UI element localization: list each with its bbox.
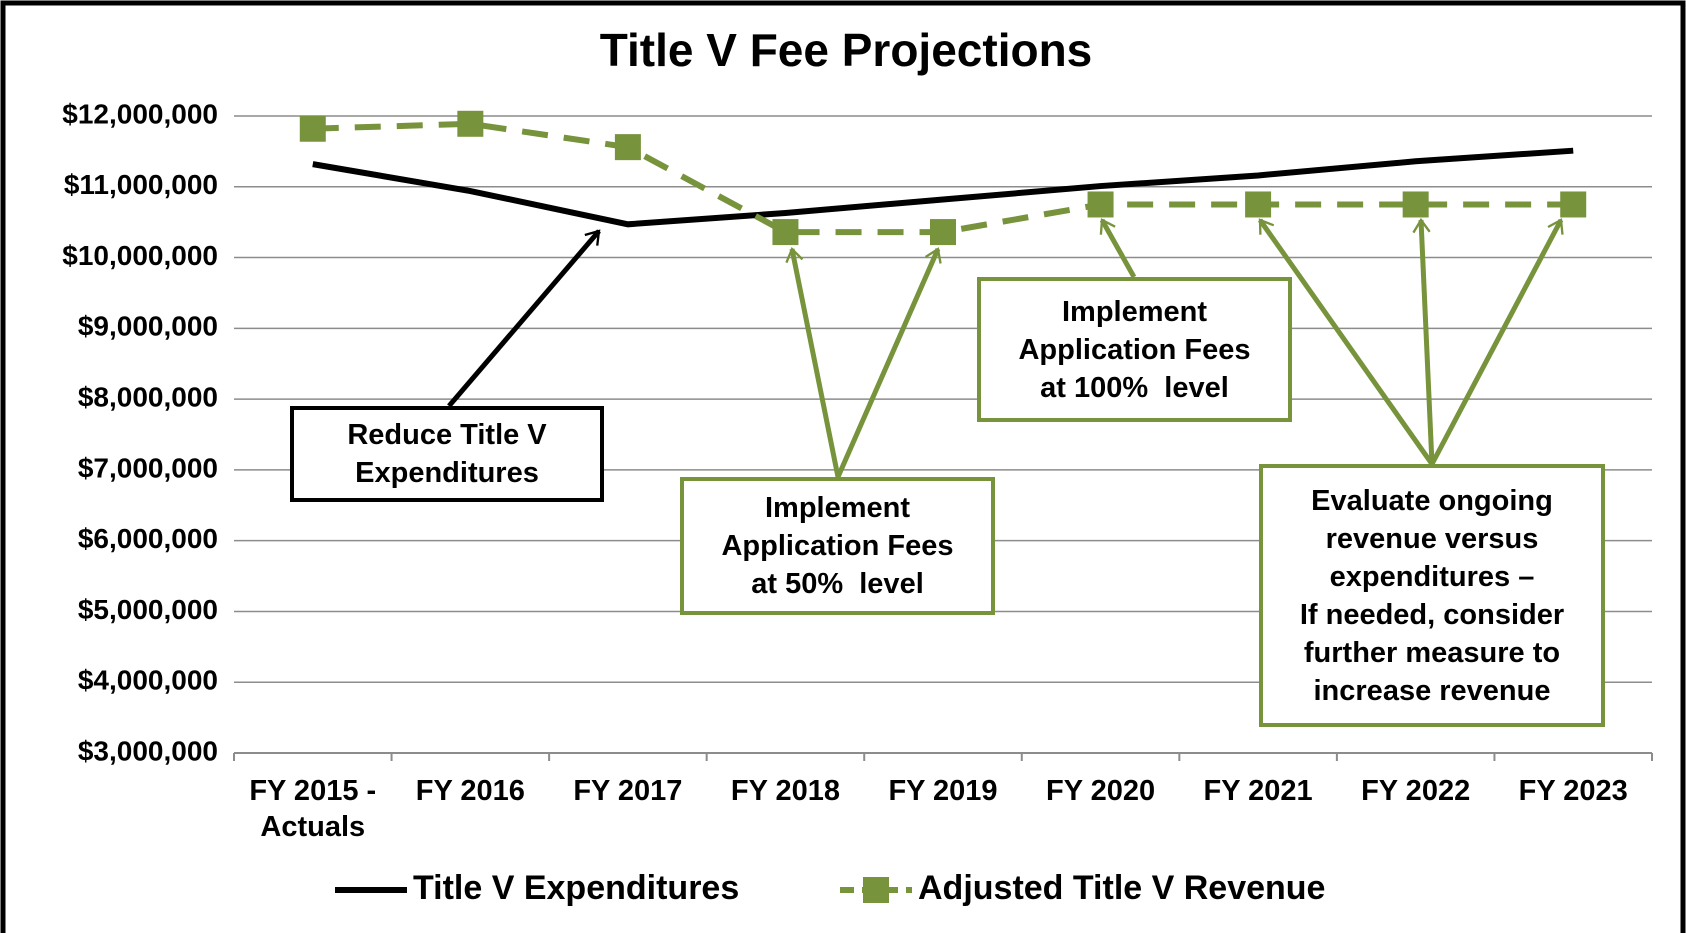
x-tick-label: FY 2022: [1361, 775, 1471, 807]
annotation-text: expenditures –: [1329, 560, 1535, 593]
y-tick-label: $10,000,000: [62, 240, 218, 271]
x-tick-label: FY 2019: [888, 775, 998, 807]
series-marker: [930, 219, 956, 246]
series-marker: [299, 115, 326, 142]
y-tick-label: $6,000,000: [78, 523, 218, 554]
annotation-box: Implement Application Fees at 50% level: [680, 477, 995, 615]
annotation-text: Expenditures: [355, 457, 539, 489]
x-tick-label: FY 2016: [415, 775, 525, 807]
x-tick-label: FY 2017: [573, 775, 683, 807]
series-marker: [1560, 191, 1587, 218]
annotation-arrow: [785, 246, 841, 478]
y-tick-label: $3,000,000: [78, 735, 218, 766]
annotation-box: Reduce Title V Expenditures: [290, 406, 604, 502]
annotation-text: Implement: [1061, 295, 1208, 328]
x-tick-label: FY 2020: [1045, 775, 1156, 807]
y-tick-label: $11,000,000: [64, 169, 218, 200]
x-tick-label: FY 2015 - Actuals: [249, 775, 377, 843]
y-tick-label: $12,000,000: [62, 98, 218, 129]
x-tick-label: FY 2018: [730, 775, 840, 807]
series-marker: [1245, 191, 1272, 218]
y-tick-label: $9,000,000: [78, 311, 218, 342]
x-tick-label: FY 2023: [1518, 775, 1628, 807]
series-marker: [614, 134, 641, 161]
annotation-box: Implement Application Fees at 100% level: [977, 277, 1292, 422]
y-tick-label: $8,000,000: [78, 382, 218, 413]
annotation-text: Application Fees: [1018, 333, 1251, 366]
series-marker: [772, 219, 799, 246]
annotation-text: at 50% level: [751, 568, 924, 600]
annotation-text: further measure to: [1303, 636, 1561, 669]
y-tick-label: $4,000,000: [78, 665, 218, 696]
series-line: [312, 147, 1574, 228]
annotation-text: Evaluate ongoing: [1311, 484, 1553, 517]
annotation-arrow: [447, 229, 601, 408]
legend-label: Title V Expenditures: [413, 869, 739, 907]
chart-title: Title V Fee Projections: [600, 24, 1093, 76]
annotation-text: Reduce Title V: [347, 419, 547, 451]
y-tick-label: $5,000,000: [78, 594, 218, 625]
annotation-text: at 100% level: [1040, 371, 1229, 404]
annotation-box: Evaluate ongoing revenue versus expenditur…: [1259, 464, 1605, 727]
legend-label: Adjusted Title V Revenue: [918, 869, 1325, 907]
annotation-arrow: [1257, 218, 1435, 466]
series-marker: [1402, 191, 1429, 218]
annotation-text: increase revenue: [1313, 674, 1551, 707]
annotation-arrow: [1412, 217, 1435, 465]
annotation-text: If needed, consider: [1299, 598, 1565, 631]
x-tick-label: FY 2021: [1203, 775, 1313, 807]
series-marker: [457, 110, 484, 137]
annotation-text: Application Fees: [721, 530, 954, 562]
legend-marker: [863, 877, 889, 903]
annotation-arrow: [835, 247, 942, 479]
annotation-text: Implement: [764, 492, 911, 524]
y-tick-label: $7,000,000: [78, 452, 218, 483]
series-line: [312, 120, 1574, 236]
annotation-text: revenue versus: [1325, 522, 1539, 555]
series-marker: [1087, 191, 1114, 218]
annotation-arrow: [1429, 218, 1564, 466]
annotation-arrow: [1099, 218, 1137, 279]
